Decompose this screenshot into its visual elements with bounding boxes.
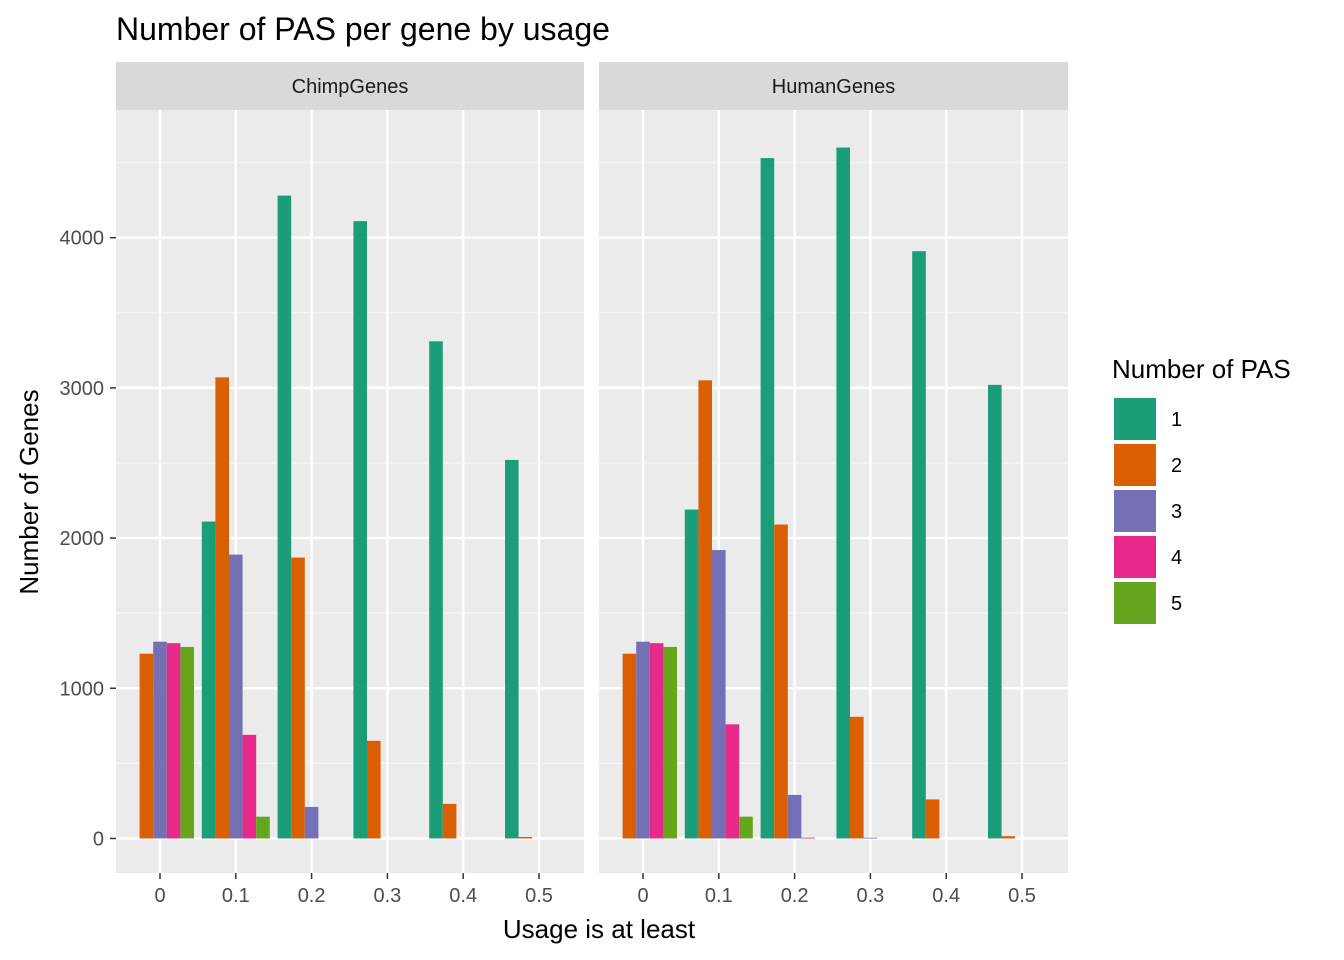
- bar: [180, 646, 194, 839]
- facet-panels: ChimpGenes 0 0.1 0.2 0.3 0.4 0.5 HumanGenes 0 0.1…: [116, 62, 1068, 907]
- bar: [760, 158, 775, 839]
- bar: [429, 341, 443, 839]
- bar: [801, 837, 815, 839]
- legend-key: [1114, 490, 1156, 532]
- facet-strip-label: ChimpGenes: [292, 76, 409, 98]
- legend-label: 5: [1171, 593, 1182, 615]
- legend-key: [1114, 582, 1156, 624]
- x-tick-label: 0.2: [781, 885, 809, 907]
- bar: [712, 550, 726, 839]
- bar: [291, 557, 305, 839]
- x-tick-label: 0.5: [1008, 885, 1036, 907]
- facet-panel-chimpgenes: ChimpGenes 0 0.1 0.2 0.3 0.4 0.5: [116, 62, 584, 907]
- legend: 1 2 3 4 5: [1114, 398, 1182, 624]
- bar: [304, 806, 319, 839]
- legend-title: Number of PAS: [1112, 354, 1291, 384]
- bar: [229, 554, 243, 839]
- bar: [836, 147, 850, 839]
- facet-strip: [599, 62, 1068, 110]
- bar: [1001, 836, 1016, 839]
- bar: [925, 799, 940, 839]
- y-axis-title: Number of Genes: [14, 389, 44, 594]
- bar: [256, 816, 270, 839]
- x-tick-label: 0.3: [856, 885, 884, 907]
- bar: [684, 509, 699, 839]
- y-tick-label: 0: [93, 828, 104, 850]
- y-axis: 0 1000 2000 3000 4000: [60, 228, 116, 850]
- x-tick-label: 0.2: [298, 885, 326, 907]
- bar: [912, 251, 926, 839]
- bar: [215, 377, 229, 839]
- legend-key: [1114, 536, 1156, 578]
- bar: [166, 643, 181, 839]
- legend-key: [1114, 398, 1156, 440]
- x-tick-label: 0: [154, 885, 165, 907]
- bar: [636, 641, 650, 839]
- x-tick-label: 0.4: [449, 885, 477, 907]
- bar: [988, 384, 1002, 839]
- y-tick-label: 4000: [60, 228, 105, 250]
- bar: [787, 794, 802, 839]
- y-tick-label: 1000: [60, 678, 105, 700]
- bar: [622, 653, 637, 839]
- bar: [739, 816, 753, 839]
- bar: [698, 380, 712, 839]
- bar: [139, 653, 154, 839]
- x-tick-label: 0.1: [222, 885, 250, 907]
- bar: [649, 643, 664, 839]
- y-tick-label: 3000: [60, 378, 105, 400]
- facet-panel-humangenes: HumanGenes 0 0.1 0.2 0.3 0.4 0.5: [599, 62, 1068, 907]
- bar: [725, 724, 740, 839]
- facet-strip-label: HumanGenes: [772, 76, 895, 98]
- x-tick-label: 0.4: [932, 885, 960, 907]
- x-tick-label: 0.3: [373, 885, 401, 907]
- bar: [353, 221, 367, 839]
- bar: [518, 836, 533, 839]
- x-tick-label: 0.1: [705, 885, 733, 907]
- bar: [863, 837, 878, 839]
- y-tick-label: 2000: [60, 528, 105, 550]
- bar: [505, 459, 519, 839]
- legend-key: [1114, 444, 1156, 486]
- legend-label: 1: [1171, 409, 1182, 431]
- legend-label: 3: [1171, 501, 1182, 523]
- bar: [442, 803, 457, 839]
- chart-title: Number of PAS per gene by usage: [116, 11, 610, 47]
- bar: [201, 521, 216, 839]
- bar: [277, 195, 292, 839]
- bar: [774, 524, 788, 839]
- facet-strip: [116, 62, 584, 110]
- x-tick-label: 0: [637, 885, 648, 907]
- x-tick-label: 0.5: [525, 885, 553, 907]
- bar: [367, 740, 381, 839]
- legend-label: 4: [1171, 547, 1182, 569]
- bar: [663, 646, 677, 839]
- legend-label: 2: [1171, 455, 1182, 477]
- bar: [242, 734, 257, 839]
- x-axis-title: Usage is at least: [503, 914, 696, 944]
- bar: [153, 641, 167, 839]
- bar: [850, 716, 864, 839]
